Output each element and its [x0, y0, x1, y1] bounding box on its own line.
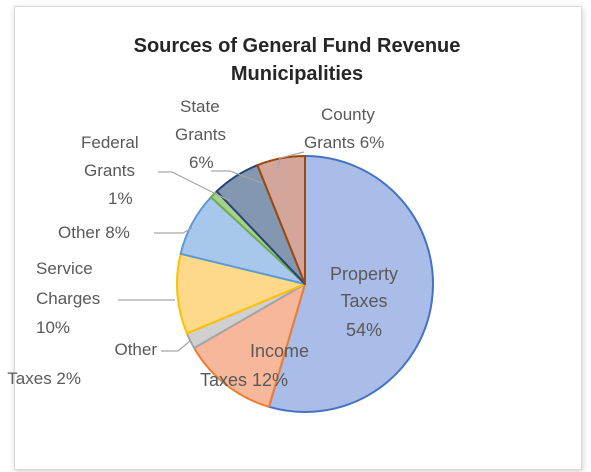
slice-label-other-line1: Other 8% [58, 223, 130, 242]
slice-label-state-grants-line2: Grants [175, 125, 226, 144]
slice-label-service-charges-line1: Service [36, 259, 93, 278]
slice-label-service-charges-line3: 10% [36, 318, 70, 337]
slice-label-property-taxes-line3: 54% [346, 320, 382, 340]
slice-label-federal-grants-line2: Grants [84, 161, 135, 180]
leader-line-other [154, 227, 193, 234]
leader-line-other-taxes [161, 340, 191, 352]
slice-label-other-taxes-line1: Other [114, 340, 157, 359]
chart-title: Sources of General Fund Revenue Municipa… [14, 32, 580, 88]
slice-label-property-taxes-line1: Property [330, 264, 398, 284]
chart-title-line2: Municipalities [230, 63, 364, 85]
slice-label-federal-grants-line3: 1% [108, 189, 133, 208]
chart-title-line1: Sources of General Fund Revenue [133, 35, 461, 57]
slice-label-county-grants-line2: Grants 6% [304, 133, 384, 152]
pie-slice-property-taxes [267, 155, 434, 413]
slice-label-county-grants-line1: County [321, 105, 375, 124]
slice-label-income-taxes-line1: Income [250, 341, 309, 361]
slice-label-property-taxes-line2: Taxes [340, 291, 387, 311]
slice-label-federal-grants-line1: Federal [81, 133, 139, 152]
leader-line-federal-grants [158, 171, 231, 202]
leader-line-state-grants [211, 170, 263, 184]
slice-label-state-grants-line3: 6% [189, 153, 214, 172]
pie-slice-service-charges [176, 252, 306, 335]
slice-label-income-taxes-line2: Taxes 12% [200, 370, 288, 390]
pie-slice-income-taxes [193, 283, 306, 408]
slice-label-other-taxes-line2: Taxes 2% [7, 369, 81, 388]
leader-line-county-grants [277, 151, 305, 169]
slice-label-state-grants-line1: State [180, 97, 220, 116]
slice-label-service-charges-line2: Charges [36, 289, 100, 308]
